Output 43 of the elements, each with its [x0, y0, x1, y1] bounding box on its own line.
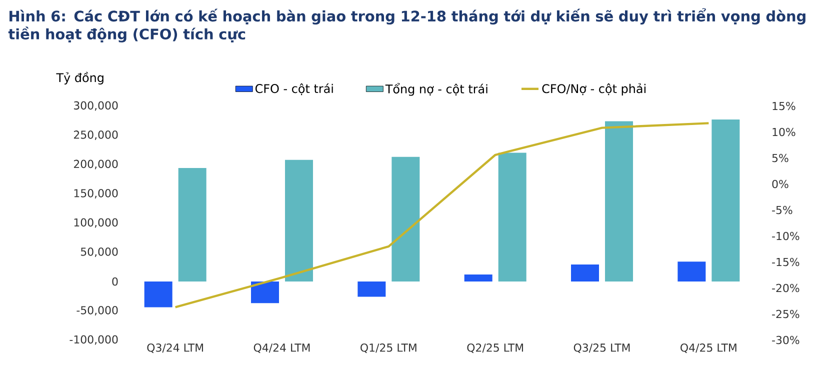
bar [358, 282, 386, 297]
line-series [174, 122, 710, 308]
bar [678, 262, 706, 282]
x-tick-label: Q4/24 LTM [254, 344, 310, 354]
bar [178, 168, 206, 282]
bar [392, 156, 420, 282]
x-tick-label: Q3/24 LTM [147, 344, 203, 354]
legend-label: CFO/Nợ - cột phải [542, 83, 646, 96]
y-tick-label: 50,000 [80, 248, 118, 257]
y2-tick-label: 15% [772, 102, 796, 110]
y2-tick-label: -30% [772, 336, 800, 344]
bar [605, 121, 634, 282]
y-tick-label: 150,000 [74, 189, 118, 198]
y-tick-label: 200,000 [74, 160, 118, 170]
y2-tick-label: 0% [772, 180, 788, 188]
x-tick-label: Q4/25 LTM [680, 344, 736, 354]
x-tick-label: Q1/25 LTM [360, 344, 416, 354]
bar [712, 119, 740, 282]
y2-tick-label: -10% [772, 232, 800, 240]
y-tick-label: 100,000 [74, 218, 118, 228]
y2-tick-label: 10% [772, 128, 796, 136]
x-tick-label: Q2/25 LTM [467, 344, 523, 354]
y2-tick-label: -25% [772, 310, 800, 318]
legend-label: Tổng nợ - cột trái [385, 82, 488, 96]
legend-label: CFO - cột trái [255, 83, 333, 96]
y-axis-title: Tỷ đồng [56, 72, 104, 84]
y2-tick-label: -5% [772, 206, 792, 214]
y2-tick-label: -20% [772, 284, 800, 292]
bar [251, 282, 280, 304]
bar [144, 282, 172, 308]
y2-tick-label: -15% [772, 258, 800, 266]
y-tick-label: -100,000 [70, 335, 118, 345]
x-tick-label: Q3/25 LTM [574, 344, 630, 354]
bar [285, 160, 314, 282]
bar [498, 152, 526, 282]
y2-tick-label: 5% [772, 154, 788, 162]
bar [464, 274, 492, 282]
y-tick-label: 300,000 [74, 101, 118, 111]
y-tick-label: 250,000 [74, 130, 118, 140]
y-tick-label: 0 [112, 277, 118, 286]
bar [571, 264, 600, 282]
chart-title: Hình 6: Các CĐT lớn có kế hoạch bàn giao trong 12-18 tháng tới dự kiến sẽ duy trì triển vọng dòng tiền hoạt động (CFO) tích cực [8, 8, 806, 42]
y-tick-label: -50,000 [76, 306, 118, 316]
